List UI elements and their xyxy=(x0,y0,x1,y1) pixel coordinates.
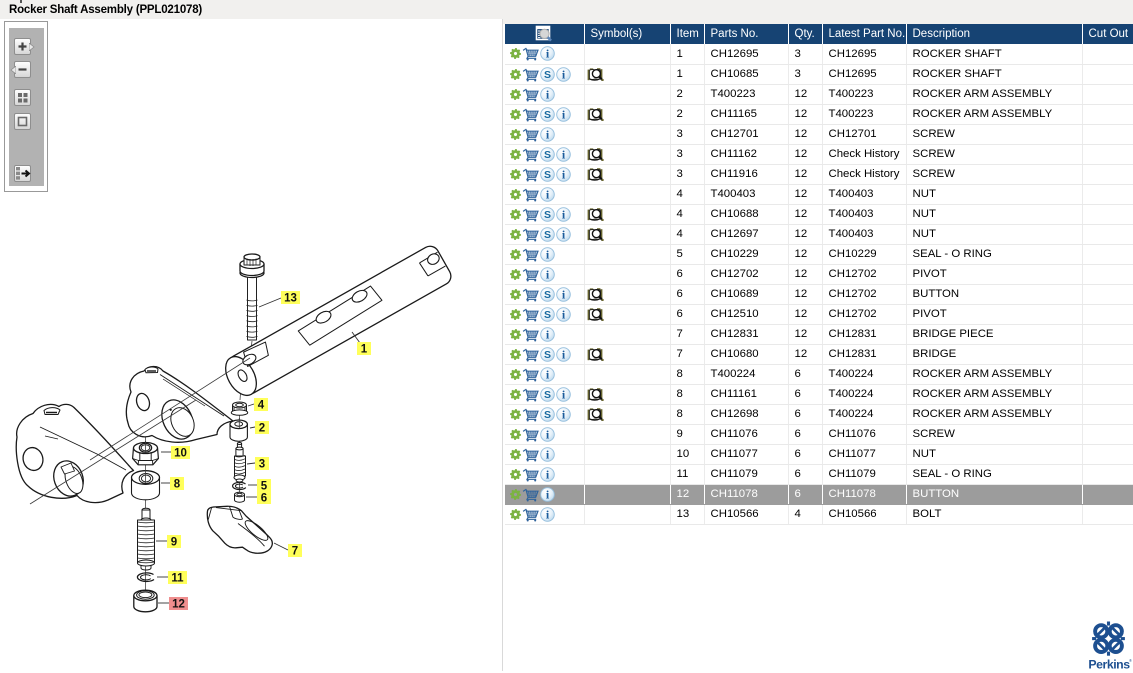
svg-text:10: 10 xyxy=(174,448,187,460)
svg-text:12: 12 xyxy=(172,599,185,611)
svg-text:2: 2 xyxy=(259,423,265,435)
svg-text:3: 3 xyxy=(259,459,265,471)
svg-text:9: 9 xyxy=(171,537,177,549)
svg-text:5: 5 xyxy=(261,481,268,493)
svg-text:Perkins: Perkins xyxy=(1088,658,1130,672)
svg-text:6: 6 xyxy=(261,493,267,505)
svg-text:11: 11 xyxy=(171,573,184,585)
svg-text:7: 7 xyxy=(292,546,298,558)
svg-text:®: ® xyxy=(1129,658,1132,663)
svg-text:8: 8 xyxy=(174,479,181,491)
svg-text:1: 1 xyxy=(361,344,368,356)
svg-text:4: 4 xyxy=(258,400,265,412)
svg-text:13: 13 xyxy=(284,293,297,305)
